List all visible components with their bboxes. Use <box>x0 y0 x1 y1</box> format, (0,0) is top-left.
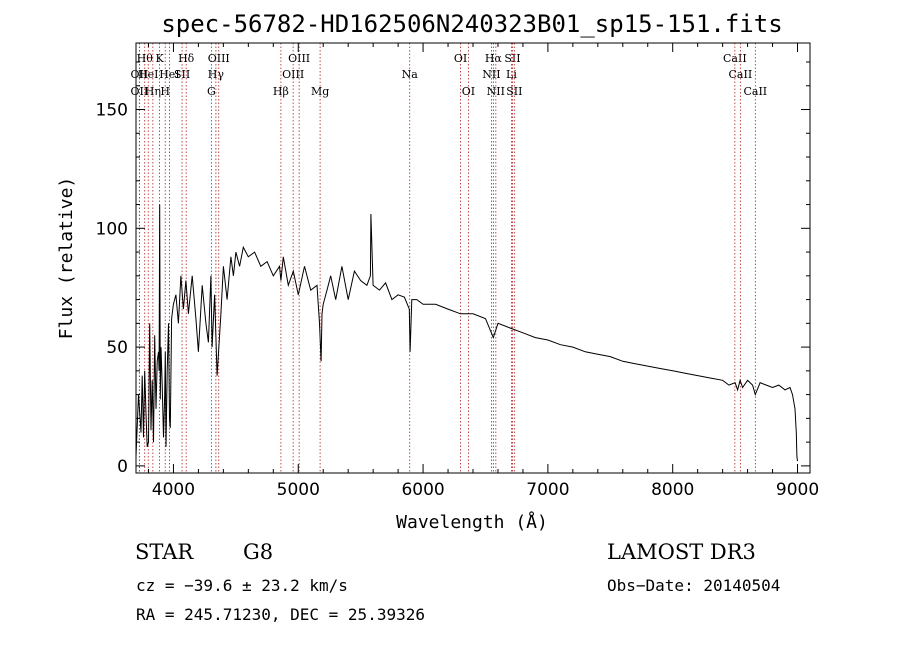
line-label-22: NII <box>487 85 505 98</box>
x-axis-ticks: 4000 5000 6000 7000 8000 9000 <box>147 43 819 500</box>
line-label-3: HeI <box>138 68 158 81</box>
line-label-4: Hη <box>145 85 161 98</box>
line-label-28: CaII <box>743 85 767 98</box>
line-label-15: OIII <box>288 52 310 65</box>
line-label-2: Hθ <box>137 52 154 65</box>
line-label-17: Na <box>402 68 419 81</box>
x-axis-label: Wavelength (Å) <box>396 511 548 533</box>
x-tick-label-4: 8000 <box>651 480 694 500</box>
line-label-19: OI <box>462 85 475 98</box>
line-label-14: OIII <box>282 68 304 81</box>
line-label-1: OII <box>131 85 149 98</box>
line-label-20: NII <box>482 68 500 81</box>
line-label-10: G <box>207 85 216 98</box>
line-label-8: SII <box>174 68 190 81</box>
line-label-24: SII <box>504 52 520 65</box>
coordinates: RA = 245.71230, DEC = 25.39326 <box>136 605 425 624</box>
line-label-12: OIII <box>208 52 230 65</box>
x-tick-label-3: 7000 <box>526 480 569 500</box>
chart-title: spec-56782-HD162506N240323B01_sp15-151.f… <box>161 10 782 38</box>
x-tick-label-0: 4000 <box>152 480 195 500</box>
line-label-25: SII <box>506 85 522 98</box>
line-label-6: H <box>160 85 170 98</box>
object-class: STAR <box>135 540 194 564</box>
x-tick-label-2: 6000 <box>401 480 444 500</box>
survey-name: LAMOST DR3 <box>607 540 756 564</box>
line-label-5: K <box>155 52 164 65</box>
spectral-subclass: G8 <box>243 540 274 564</box>
observation-date: Obs−Date: 20140504 <box>607 576 781 595</box>
line-label-13: Hβ <box>273 85 289 98</box>
x-tick-label-5: 9000 <box>776 480 819 500</box>
y-tick-label-1: 50 <box>106 338 128 358</box>
spectral-line-markers: OIIOIIHθHeIHηKHHeISIIHδGHγOIIIHβOIIIOIII… <box>131 43 767 473</box>
spectrum-series-line <box>135 204 798 462</box>
line-label-21: Hα <box>485 52 503 65</box>
y-tick-label-2: 100 <box>96 219 128 239</box>
y-tick-label-3: 150 <box>96 101 128 121</box>
y-axis-ticks: 0 50 100 150 <box>96 61 810 477</box>
y-axis-label: Flux (relative) <box>56 177 77 340</box>
line-label-23: Li <box>506 68 517 81</box>
line-label-11: Hγ <box>208 68 225 81</box>
spectrum-chart: spec-56782-HD162506N240323B01_sp15-151.f… <box>56 10 819 533</box>
x-tick-label-1: 5000 <box>277 480 320 500</box>
line-label-27: CaII <box>729 68 753 81</box>
line-label-16: Mg <box>311 85 329 98</box>
y-tick-label-0: 0 <box>117 457 128 477</box>
line-label-26: CaII <box>723 52 747 65</box>
line-label-9: Hδ <box>178 52 195 65</box>
line-label-18: OI <box>454 52 467 65</box>
line-label-7: HeI <box>159 68 179 81</box>
redshift-value: cz = −39.6 ± 23.2 km/s <box>136 576 348 595</box>
